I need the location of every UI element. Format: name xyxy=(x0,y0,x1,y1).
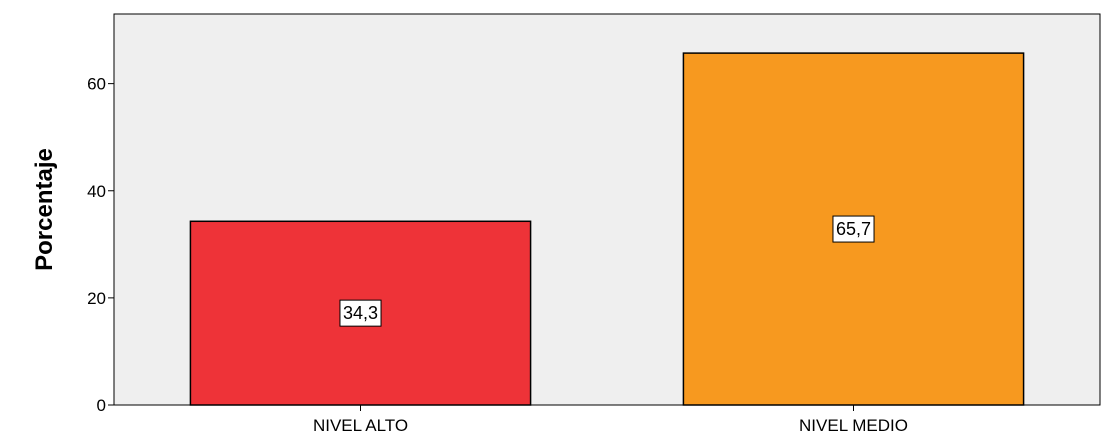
x-axis: NIVEL ALTO NIVEL MEDIO xyxy=(313,405,908,435)
y-tick-label: 60 xyxy=(87,75,106,94)
x-tick-label: NIVEL MEDIO xyxy=(799,416,908,435)
x-tick-label: NIVEL ALTO xyxy=(313,416,408,435)
data-label: 34,3 xyxy=(339,299,382,327)
data-labels-group: 34,3 65,7 xyxy=(339,215,875,327)
data-label-box xyxy=(339,299,382,327)
y-axis: 0 20 40 60 xyxy=(87,75,114,415)
data-label-box xyxy=(832,215,875,243)
y-tick-label: 20 xyxy=(87,289,106,308)
data-label-text: 34,3 xyxy=(343,303,378,323)
y-axis-title: Porcentaje xyxy=(31,148,58,271)
y-tick-label: 40 xyxy=(87,182,106,201)
data-label-text: 65,7 xyxy=(836,219,871,239)
y-tick-label: 0 xyxy=(97,396,106,415)
data-label: 65,7 xyxy=(832,215,875,243)
